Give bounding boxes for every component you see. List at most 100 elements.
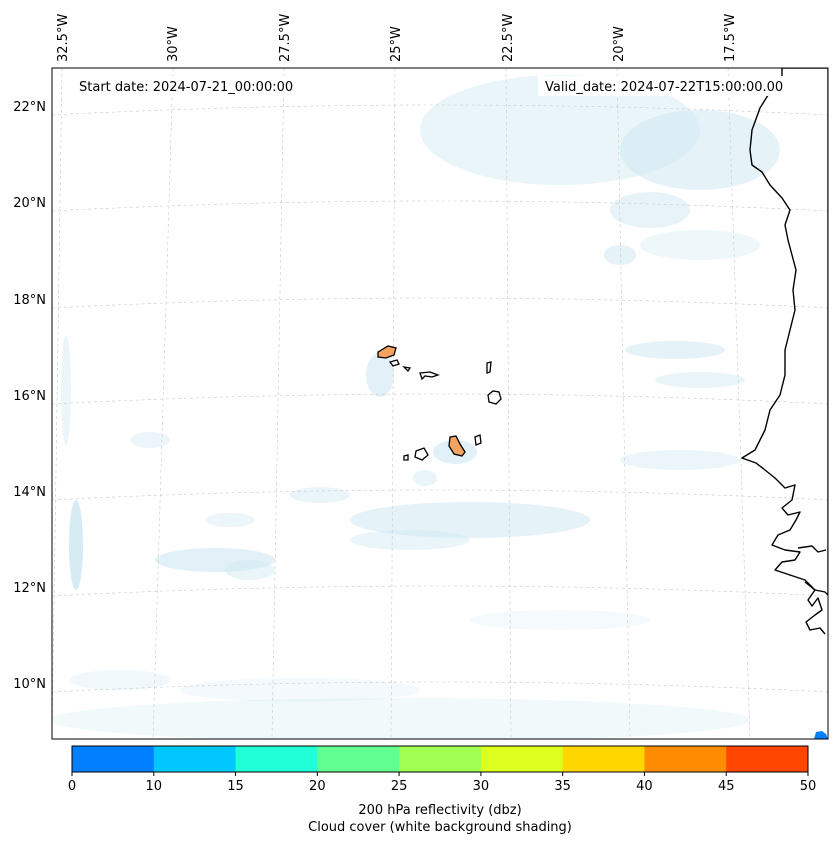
cloud-patch — [604, 245, 636, 265]
africa-coastline — [741, 68, 828, 596]
lon-label: 20°W — [612, 26, 627, 62]
lon-label: 25°W — [389, 26, 404, 62]
colorbar-bin — [480, 746, 564, 772]
lat-label: 16°N — [13, 389, 46, 404]
colorbar-title: 200 hPa reflectivity (dbz) — [358, 803, 521, 818]
cloud-patch — [290, 487, 350, 503]
lat-label: 22°N — [13, 100, 46, 115]
lat-label: 20°N — [13, 196, 46, 211]
coast-detail — [804, 581, 826, 635]
meridian-line — [52, 68, 63, 739]
map-content — [52, 68, 828, 739]
colorbar-bin — [317, 746, 400, 772]
cloud-patch — [205, 513, 255, 527]
island-fogo — [414, 447, 429, 461]
cloud-patch — [640, 230, 760, 260]
colorbar-bin — [72, 746, 155, 772]
island-sal — [486, 361, 492, 374]
cape-verde-islands — [377, 345, 502, 461]
cloud-patch — [155, 548, 275, 572]
island-santo-antao — [377, 345, 397, 359]
meridian-line — [616, 68, 631, 739]
colorbar-tick-label: 25 — [391, 779, 408, 794]
start-date-label: Start date: 2024-07-21_00:00:00 — [79, 80, 293, 95]
meridian-line — [271, 68, 285, 739]
parallel-line — [52, 200, 828, 212]
colorbar-tick-label: 0 — [68, 779, 76, 794]
cloud-patch — [69, 500, 83, 590]
cloud-patch — [225, 560, 275, 580]
cloud-patch — [180, 678, 420, 702]
colorbar-subtitle: Cloud cover (white background shading) — [308, 820, 572, 835]
cloud-cover-layer — [52, 75, 780, 739]
colorbar-tick-label: 20 — [309, 779, 326, 794]
lon-label: 17.5°W — [723, 14, 738, 62]
colorbar-bin — [562, 746, 645, 772]
cloud-patch — [413, 470, 437, 486]
parallel-line — [52, 489, 828, 501]
island-sao-nicolau — [419, 371, 440, 381]
lat-label: 10°N — [13, 677, 46, 692]
colorbar-ticks: 0 10 15 20 25 30 35 40 45 50 — [68, 772, 816, 794]
lon-label: 27.5°W — [278, 14, 293, 62]
colorbar-tick-label: 30 — [473, 779, 490, 794]
colorbar-tick-label: 40 — [636, 779, 653, 794]
latitude-labels: 22°N 20°N 18°N 16°N 14°N 12°N 10°N — [13, 100, 46, 692]
cloud-patch — [625, 341, 725, 359]
reflectivity-blip — [814, 731, 828, 739]
colorbar-bin — [644, 746, 727, 772]
colorbar-bins — [72, 746, 809, 772]
cloud-patch — [620, 110, 780, 190]
cloud-patch — [610, 192, 690, 228]
island-maio — [474, 434, 482, 446]
parallel-line — [52, 681, 828, 693]
colorbar-tick-label: 35 — [554, 779, 571, 794]
cloud-patch — [470, 610, 650, 630]
parallel-line — [52, 585, 828, 597]
colorbar-tick-label: 10 — [146, 779, 163, 794]
cloud-patch — [350, 502, 590, 538]
cloud-patch — [350, 530, 470, 550]
meridian-line — [505, 68, 512, 739]
parallel-line — [52, 393, 828, 405]
meridian-line — [727, 68, 751, 739]
valid-date-box — [538, 76, 808, 96]
colorbar-bin — [726, 746, 809, 772]
meridian-line — [152, 68, 174, 739]
longitude-labels: 32.5°W 30°W 27.5°W 25°W 22.5°W 20°W 17.5… — [56, 14, 738, 62]
cloud-patch — [130, 432, 170, 448]
colorbar-tick-label: 15 — [227, 779, 244, 794]
lon-label: 32.5°W — [56, 14, 71, 62]
island-boa-vista — [487, 390, 502, 405]
colorbar-bin — [399, 746, 482, 772]
cloud-patch — [70, 670, 170, 690]
parallel-line — [52, 104, 828, 116]
lon-label: 30°W — [166, 26, 181, 62]
meridian-line — [390, 68, 396, 739]
island-sao-vicente — [388, 359, 400, 367]
map-frame — [51, 67, 829, 740]
cloud-patch — [655, 372, 745, 388]
start-date-box — [72, 76, 322, 96]
island-santiago — [448, 435, 466, 457]
colorbar-bin — [153, 746, 237, 772]
island-santa-luzia — [402, 366, 412, 373]
lat-label: 18°N — [13, 293, 46, 308]
colorbar-tick-label: 45 — [718, 779, 735, 794]
lon-label: 22.5°W — [501, 14, 516, 62]
colorbar-tick-label: 50 — [800, 779, 817, 794]
colorbar-bin — [235, 746, 318, 772]
graticule — [52, 68, 828, 739]
cloud-patch — [620, 450, 740, 470]
island-brava — [403, 454, 409, 461]
lat-label: 14°N — [13, 485, 46, 500]
cloud-patch — [52, 698, 750, 739]
colorbar-frame — [71, 745, 809, 773]
cloud-patch — [366, 353, 394, 397]
colorbar: 0 10 15 20 25 30 35 40 45 50 200 hPa reflectivity… — [68, 745, 816, 835]
parallel-line — [52, 297, 828, 309]
cloud-patch — [61, 335, 71, 445]
valid-date-label: Valid_date: 2024-07-22T15:00:00.00 — [545, 80, 783, 95]
lat-label: 12°N — [13, 581, 46, 596]
